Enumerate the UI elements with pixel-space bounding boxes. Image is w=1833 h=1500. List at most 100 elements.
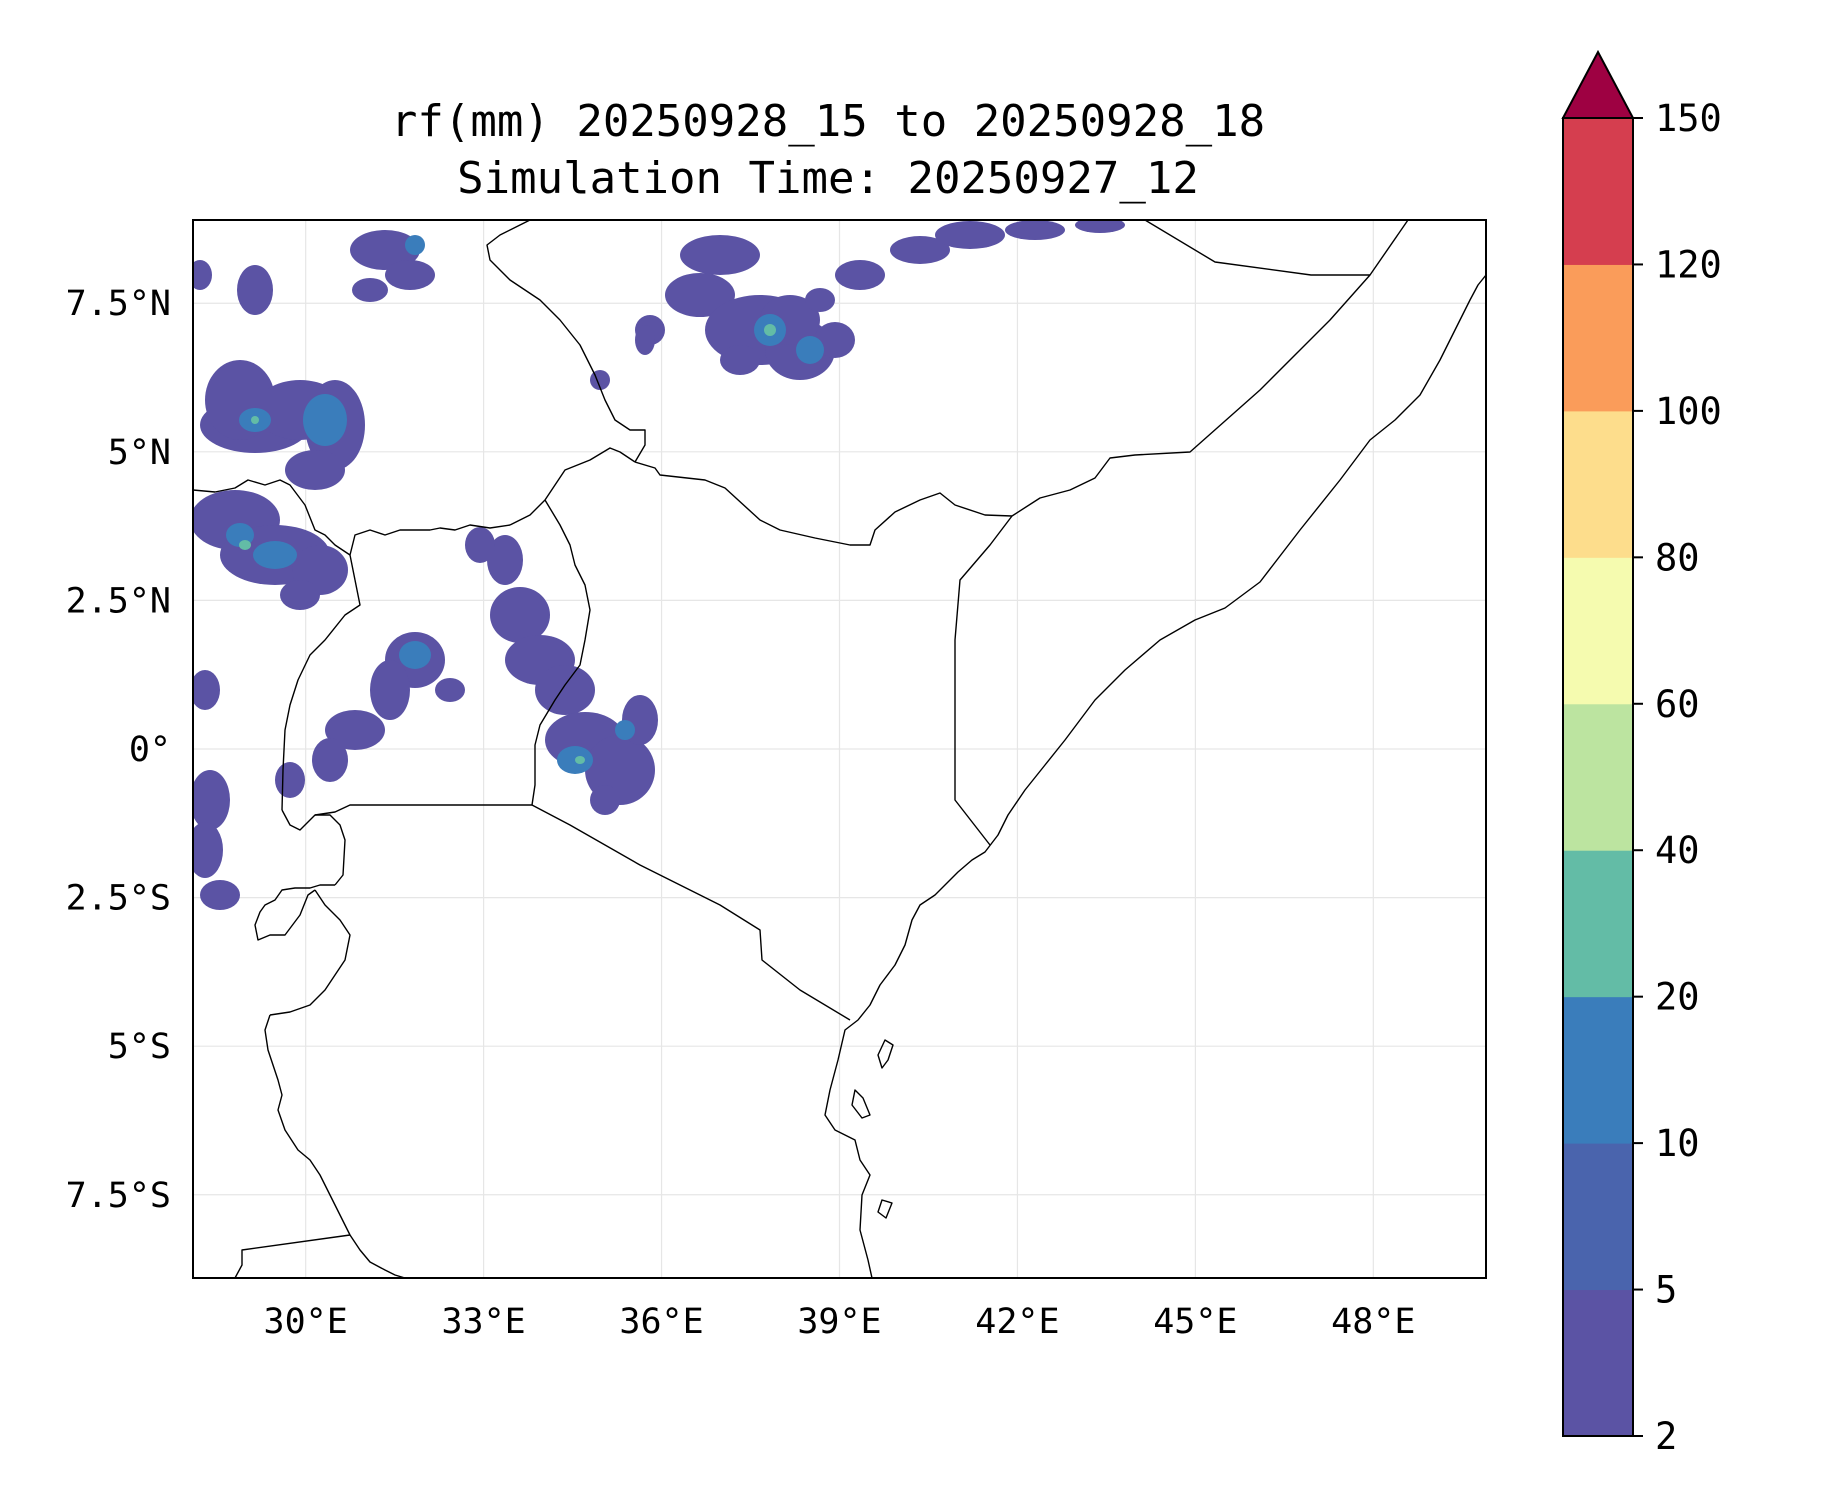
rain-cell [615, 720, 635, 740]
rain-cell [487, 535, 523, 585]
rain-cell [935, 221, 1005, 249]
rain-cell [275, 762, 305, 798]
rain-cell [535, 665, 595, 715]
rain-cell [575, 756, 585, 764]
rain-cell [237, 265, 273, 315]
rain-cell [720, 345, 760, 375]
colorbar-segment [1563, 557, 1633, 705]
longitude-ticks: 30°E 33°E 36°E 39°E 42°E 45°E 48°E [264, 1302, 1416, 1342]
colorbar-tick-label: 120 [1655, 243, 1722, 286]
y-tick-label: 2.5°N [66, 581, 171, 621]
border-kenya-ethiopia [634, 461, 1013, 546]
border-south-sudan-ethiopia [486, 220, 646, 463]
x-tick-label: 48°E [1331, 1302, 1415, 1342]
colorbar-frame [1562, 117, 1634, 1437]
island-zanzibar [877, 1039, 894, 1069]
x-tick-label: 42°E [975, 1302, 1059, 1342]
rain-cell [239, 540, 251, 550]
rain-cell [193, 260, 212, 290]
rain-cell [251, 416, 259, 424]
rain-cell [280, 580, 320, 610]
rain-cell [1005, 220, 1065, 240]
colorbar-extend-arrow [1561, 49, 1635, 119]
rain-cell [465, 527, 495, 563]
rain-cell [796, 336, 824, 364]
colorbar-segment [1563, 118, 1633, 265]
rain-cell [1075, 220, 1125, 233]
border-kenya-uganda [531, 499, 591, 806]
colorbar-segment [1563, 264, 1633, 412]
border-kenya-tanzania [531, 804, 851, 1021]
y-tick-label: 7.5°N [66, 284, 171, 324]
island-mafia [877, 1199, 893, 1219]
map-frame [192, 219, 1487, 1279]
colorbar: 2 5 10 20 40 60 80 100 120 150 [1561, 49, 1722, 1458]
y-tick-label: 0° [129, 730, 171, 770]
border-somalia-north [1144, 220, 1370, 276]
map-area: 30°E 33°E 36°E 39°E 42°E 45°E 48°E 7.5°N 5°N 2.5… [66, 219, 1487, 1342]
colorbar-tick-label: 100 [1655, 390, 1722, 433]
title-line-1: rf(mm) 20250928_15 to 20250928_18 [391, 96, 1265, 147]
border-drc-south-sudan [193, 479, 351, 556]
colorbar-segment [1563, 850, 1633, 998]
rain-cell [435, 678, 465, 702]
border-drc-zambia [234, 1234, 351, 1278]
border-tanzania-west [269, 889, 351, 1016]
colorbar-tick-label: 40 [1655, 829, 1700, 872]
rain-cell [303, 394, 347, 446]
rain-cell [312, 738, 348, 782]
title-line-2: Simulation Time: 20250927_12 [457, 153, 1199, 204]
rain-cell [352, 278, 388, 302]
border-uganda-tanzania [314, 804, 532, 816]
rain-cell [890, 236, 950, 264]
border-south-sudan-kenya [509, 447, 636, 526]
colorbar-segment [1563, 996, 1633, 1144]
colorbar-segment [1563, 1143, 1633, 1291]
x-tick-label: 36°E [619, 1302, 703, 1342]
colorbar-tick-label: 2 [1655, 1415, 1677, 1458]
border-uganda-north [349, 524, 511, 581]
y-tick-label: 2.5°S [66, 879, 171, 919]
rain-cell [253, 541, 297, 569]
x-tick-label: 30°E [264, 1302, 348, 1342]
colorbar-segment [1563, 703, 1633, 851]
border-kenya-somalia [954, 515, 1013, 846]
rainfall-field [193, 220, 1125, 910]
colorbar-tick-label: 5 [1655, 1269, 1677, 1312]
x-tick-label: 45°E [1153, 1302, 1237, 1342]
border-uganda-drc [281, 579, 361, 811]
rain-cell [680, 235, 760, 275]
rain-cell [370, 660, 410, 720]
rain-cell [835, 260, 885, 290]
rain-cell [193, 770, 230, 830]
rain-cell [399, 641, 431, 669]
rain-cell [764, 324, 776, 336]
colorbar-tick-label: 10 [1655, 1122, 1700, 1165]
rain-cell [285, 450, 345, 490]
border-rwanda [281, 809, 346, 886]
y-tick-label: 5°N [108, 433, 171, 473]
rain-cell [665, 273, 735, 317]
rain-cell [490, 587, 550, 643]
border-ethiopia-somalia [1011, 220, 1409, 517]
y-tick-label: 7.5°S [66, 1176, 171, 1216]
island-pemba [851, 1089, 871, 1119]
rain-cell [350, 230, 420, 270]
coastline-horn [824, 274, 1486, 1278]
y-tick-label: 5°S [108, 1027, 171, 1067]
country-borders [193, 220, 1486, 1278]
latitude-ticks: 7.5°N 5°N 2.5°N 0° 2.5°S 5°S 7.5°S [66, 284, 171, 1216]
rain-cell [635, 325, 655, 355]
colorbar-tick-label: 150 [1655, 97, 1722, 140]
rain-cell [200, 880, 240, 910]
rain-cell [805, 288, 835, 312]
rain-cell [405, 235, 425, 255]
border-tanzania-southwest [264, 1014, 406, 1278]
colorbar-segment [1563, 410, 1633, 558]
rain-cell [193, 670, 220, 710]
rain-cell [385, 260, 435, 290]
colorbar-tick-label: 80 [1655, 536, 1700, 579]
colorbar-tick-label: 60 [1655, 683, 1700, 726]
rain-cell [193, 822, 223, 878]
